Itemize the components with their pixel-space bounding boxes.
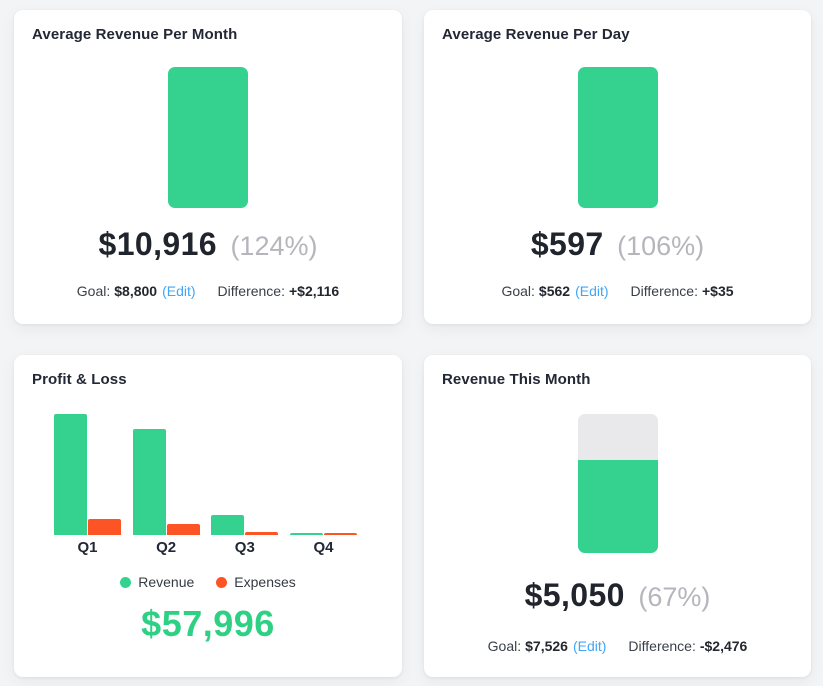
difference-label: Difference: xyxy=(630,283,698,299)
difference-text: Difference: +$2,116 xyxy=(218,283,340,300)
revenue-bar-q2 xyxy=(132,429,166,535)
goal-row: Goal: $7,526 (Edit) Difference: -$2,476 xyxy=(488,638,748,655)
quarter-bars xyxy=(211,414,279,535)
quarter-label: Q1 xyxy=(77,539,98,556)
profit-loss-total: $57,996 xyxy=(141,603,275,644)
revenue-day-gauge xyxy=(577,67,658,208)
goal-value: $7,526 xyxy=(525,638,568,654)
gauge-fill-bar xyxy=(168,67,248,208)
goal-row: Goal: $8,800 (Edit) Difference: +$2,116 xyxy=(77,283,339,300)
quarter-bars xyxy=(132,414,200,535)
goal-row: Goal: $562 (Edit) Difference: +$35 xyxy=(501,283,733,300)
metric-value: $5,050 xyxy=(524,577,625,613)
quarter-label: Q2 xyxy=(156,539,177,556)
goal-text: Goal: $8,800 (Edit) xyxy=(77,283,196,300)
expenses-bar-q3 xyxy=(245,532,279,535)
metric-line: $10,916 (124%) xyxy=(99,224,318,271)
card-title: Revenue This Month xyxy=(442,371,591,388)
revenue-month-gauge xyxy=(168,67,248,208)
goal-label: Goal: xyxy=(501,283,535,299)
metric-percent: (124%) xyxy=(230,231,318,261)
legend-item-revenue: Revenue xyxy=(120,574,194,590)
goal-text: Goal: $7,526 (Edit) xyxy=(488,638,607,655)
legend-item-expenses: Expenses xyxy=(216,574,296,590)
metric-line: $597 (106%) xyxy=(531,224,704,271)
card-title: Profit & Loss xyxy=(32,371,127,388)
quarter-group-q3: Q3 xyxy=(211,414,279,556)
revenue-bar-q1 xyxy=(54,414,87,535)
difference-label: Difference: xyxy=(628,638,696,654)
expenses-legend-dot-icon xyxy=(216,576,228,588)
profit-loss-bar-chart: Q1 Q2 Q3 Q4 xyxy=(54,414,357,556)
edit-goal-link[interactable]: (Edit) xyxy=(162,283,196,299)
difference-text: Difference: +$35 xyxy=(631,283,734,300)
edit-goal-link[interactable]: (Edit) xyxy=(575,283,609,299)
expenses-bar-q1 xyxy=(88,519,121,535)
expenses-bar-q2 xyxy=(166,524,200,535)
revenue-bar-q3 xyxy=(211,515,245,535)
goal-value: $562 xyxy=(538,283,571,299)
difference-text: Difference: -$2,476 xyxy=(628,638,747,655)
metric-percent: (67%) xyxy=(638,582,711,612)
card-avg-revenue-per-day: Average Revenue Per Day $597 (106%) Goal… xyxy=(424,10,811,324)
gauge-fill-bar xyxy=(577,67,658,208)
metric-percent: (106%) xyxy=(617,231,705,261)
metric-value: $10,916 xyxy=(98,226,217,262)
card-avg-revenue-per-month: Average Revenue Per Month $10,916 (124%)… xyxy=(14,10,402,324)
quarter-group-q1: Q1 xyxy=(54,414,121,556)
quarter-bars xyxy=(289,414,357,535)
difference-value: +$2,116 xyxy=(288,283,340,299)
revenue-legend-dot-icon xyxy=(120,576,132,588)
quarter-group-q2: Q2 xyxy=(132,414,200,556)
gauge-fill-bar xyxy=(577,459,658,553)
goal-text: Goal: $562 (Edit) xyxy=(501,283,608,300)
legend-label: Revenue xyxy=(138,574,195,590)
quarter-bars xyxy=(54,414,121,535)
metric-value: $597 xyxy=(530,226,604,262)
difference-value: +$35 xyxy=(701,283,734,299)
difference-value: -$2,476 xyxy=(699,638,748,654)
edit-goal-link[interactable]: (Edit) xyxy=(572,638,607,654)
legend-label: Expenses xyxy=(234,574,296,590)
card-revenue-this-month: Revenue This Month $5,050 (67%) Goal: $7,… xyxy=(424,355,811,677)
goal-label: Goal: xyxy=(76,283,111,299)
chart-legend: Revenue Expenses xyxy=(120,574,296,590)
quarter-group-q4: Q4 xyxy=(289,414,357,556)
card-title: Average Revenue Per Day xyxy=(442,26,630,43)
metric-line: $5,050 (67%) xyxy=(525,575,711,622)
goal-label: Goal: xyxy=(487,638,522,654)
goal-value: $8,800 xyxy=(114,283,158,299)
quarter-label: Q3 xyxy=(234,539,255,556)
revenue-bar-q4 xyxy=(289,533,323,535)
card-profit-and-loss: Profit & Loss Q1 Q2 Q3 Q4 Revenue Expenses $… xyxy=(14,355,402,677)
card-title: Average Revenue Per Month xyxy=(32,26,238,43)
expenses-bar-q4 xyxy=(323,533,357,535)
quarter-label: Q4 xyxy=(313,539,334,556)
revenue-this-month-gauge xyxy=(577,414,658,553)
difference-label: Difference: xyxy=(217,283,285,299)
